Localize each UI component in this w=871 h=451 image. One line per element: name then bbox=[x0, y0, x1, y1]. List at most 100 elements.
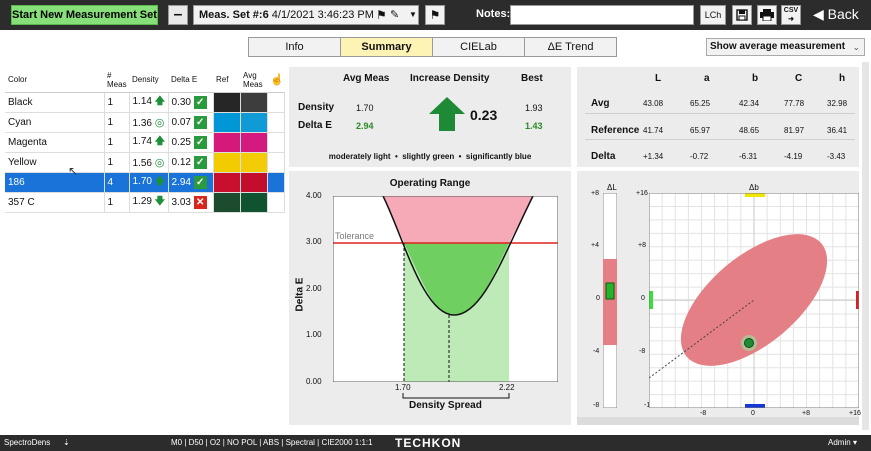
cell-avg-swatch bbox=[240, 112, 268, 133]
view-tabs: Info Summary CIELab ΔE Trend bbox=[248, 37, 617, 57]
density-spread-band bbox=[404, 243, 509, 382]
flag-icon: ⚑ bbox=[429, 8, 441, 22]
density-value: 1.29 bbox=[132, 195, 152, 207]
lch-button[interactable]: LCh bbox=[700, 5, 726, 25]
x-tick-0: 0 bbox=[751, 410, 755, 417]
save-icon bbox=[736, 9, 748, 21]
cell-empty bbox=[267, 112, 285, 133]
mouse-cursor-icon: ↖ bbox=[68, 164, 79, 178]
back-button[interactable]: ◀ Back bbox=[813, 6, 859, 23]
ab-scatter-plot bbox=[649, 193, 859, 408]
column-header-density: Density bbox=[129, 68, 168, 93]
spread-bracket bbox=[402, 393, 510, 399]
ref-color-swatch bbox=[213, 192, 240, 212]
x-tick-start: 1.70 bbox=[395, 383, 411, 392]
save-button[interactable] bbox=[732, 5, 752, 25]
print-button[interactable] bbox=[757, 5, 777, 25]
cell-color-name: Cyan bbox=[5, 112, 105, 133]
in-tolerance-area bbox=[404, 243, 509, 315]
lab-value-cell: 32.98 bbox=[827, 99, 848, 108]
check-icon: ✓ bbox=[193, 175, 207, 189]
column-header-delta-e: Delta E bbox=[168, 68, 213, 93]
column-settings-header[interactable]: ☝ bbox=[267, 68, 284, 93]
cell-meas-count: 1 bbox=[104, 132, 130, 153]
best-header: Best bbox=[521, 73, 543, 84]
a-plus-marker bbox=[856, 291, 859, 309]
lab-value-cell: 48.65 bbox=[739, 126, 760, 135]
delta-e-avg-value: 2.94 bbox=[356, 121, 374, 131]
tolerance-ellipse bbox=[680, 234, 828, 366]
density-summary-panel: Avg Meas Increase Density Best Density D… bbox=[289, 67, 571, 167]
notes-input[interactable] bbox=[510, 5, 694, 25]
tab-cielab[interactable]: CIELab bbox=[432, 37, 525, 57]
density-value: 1.70 bbox=[132, 175, 152, 187]
density-spread-label: Density Spread bbox=[409, 400, 482, 411]
table-row[interactable]: 186 4 1.70 🡅 2.94 ✓ bbox=[5, 172, 285, 193]
cell-delta-e: 0.12 ✓ bbox=[168, 152, 214, 173]
device-name[interactable]: SpectroDens bbox=[4, 438, 51, 447]
cell-color-name: Yellow bbox=[5, 152, 105, 173]
table-row[interactable]: Cyan 1 1.36 ◎ 0.07 ✓ bbox=[5, 112, 285, 133]
flag-icon: ⚑ bbox=[376, 8, 387, 22]
start-new-measurement-set-button[interactable]: Start New Measurement Set bbox=[11, 5, 158, 25]
color-description: moderately light • slightly green • sign… bbox=[328, 152, 532, 161]
print-icon bbox=[760, 9, 774, 22]
y-tick-3: 3.00 bbox=[306, 237, 322, 246]
table-row[interactable]: Yellow 1 1.56 ◎ 0.12 ✓ bbox=[5, 152, 285, 173]
status-bar: SpectroDens ⇣ M0 | D50 | O2 | NO POL | A… bbox=[0, 435, 871, 451]
row-divider bbox=[585, 139, 855, 140]
check-icon: ✓ bbox=[193, 115, 207, 129]
cell-color-name: Black bbox=[5, 92, 105, 113]
cell-empty bbox=[267, 172, 285, 193]
x-tick-plus16: +16 bbox=[849, 410, 861, 417]
cell-delta-e: 0.30 ✓ bbox=[168, 92, 214, 113]
ref-color-swatch bbox=[213, 112, 240, 132]
arrow-up-icon: 🡅 bbox=[154, 95, 166, 107]
cell-ref-swatch bbox=[213, 192, 241, 213]
table-header-row: Color # Meas Density Delta E Ref Avg Mea… bbox=[5, 68, 284, 93]
table-row[interactable]: 357 C 1 1.29 🡇 3.03 ✕ bbox=[5, 192, 285, 213]
color-table: Color # Meas Density Delta E Ref Avg Mea… bbox=[5, 68, 285, 213]
y-tick-2: 2.00 bbox=[306, 284, 322, 293]
cell-ref-swatch bbox=[213, 132, 241, 153]
x-tick-minus8: -8 bbox=[700, 410, 707, 417]
avg-color-swatch bbox=[240, 132, 267, 152]
view-mode-select[interactable]: Show average measurement ⌄ bbox=[706, 38, 865, 56]
delta-l-bar bbox=[603, 193, 617, 408]
tab-info[interactable]: Info bbox=[248, 37, 341, 57]
cell-color-name: 186 bbox=[5, 172, 105, 193]
l-tick-minus4: -4 bbox=[593, 348, 600, 355]
remove-button[interactable]: – bbox=[168, 5, 188, 25]
increase-arrow-icon bbox=[429, 97, 465, 131]
y-tick-plus16: +16 bbox=[636, 190, 648, 197]
flag-button[interactable]: ⚑ bbox=[425, 5, 445, 25]
ab-plot-panel: ΔL +8 +4 0 -4 -8 Δb +16 +8 0 -8 -16 -8 0… bbox=[577, 171, 861, 425]
cell-meas-count: 1 bbox=[104, 192, 130, 213]
horizontal-scrollbar[interactable] bbox=[577, 417, 859, 425]
user-menu[interactable]: Admin bbox=[828, 438, 851, 447]
chevron-down-icon: ⌄ bbox=[852, 42, 860, 52]
vertical-scrollbar[interactable] bbox=[862, 62, 869, 430]
csv-export-button[interactable]: CSV ➜ bbox=[781, 5, 801, 25]
delta-e-value: 0.07 bbox=[171, 116, 191, 128]
delta-e-value: 2.94 bbox=[171, 176, 191, 188]
arrow-down-icon: 🡇 bbox=[154, 195, 166, 207]
lab-row-label: Delta bbox=[591, 151, 616, 162]
tab-summary[interactable]: Summary bbox=[340, 37, 433, 57]
cell-meas-count: 1 bbox=[104, 92, 130, 113]
table-row[interactable]: Magenta 1 1.74 🡅 0.25 ✓ bbox=[5, 132, 285, 153]
cell-delta-e: 0.07 ✓ bbox=[168, 112, 214, 133]
lab-value-cell: 36.41 bbox=[827, 126, 848, 135]
target-icon: ◎ bbox=[154, 116, 165, 129]
measurement-set-selector[interactable]: Meas. Set #:6 4/1/2021 3:46:23 PM ⚑ ✎ ▼ bbox=[193, 5, 419, 25]
x-tick-plus8: +8 bbox=[802, 410, 810, 417]
delta-e-value: 0.30 bbox=[171, 96, 191, 108]
operating-range-title: Operating Range bbox=[389, 178, 471, 189]
l-tick-0: 0 bbox=[596, 295, 600, 302]
usb-icon: ⇣ bbox=[63, 438, 70, 447]
table-row[interactable]: Black 1 1.14 🡅 0.30 ✓ bbox=[5, 92, 285, 113]
tab-delta-e-trend[interactable]: ΔE Trend bbox=[524, 37, 617, 57]
lab-value-cell: -0.72 bbox=[690, 152, 709, 161]
csv-label: CSV bbox=[783, 7, 799, 14]
avg-color-swatch bbox=[240, 92, 267, 112]
